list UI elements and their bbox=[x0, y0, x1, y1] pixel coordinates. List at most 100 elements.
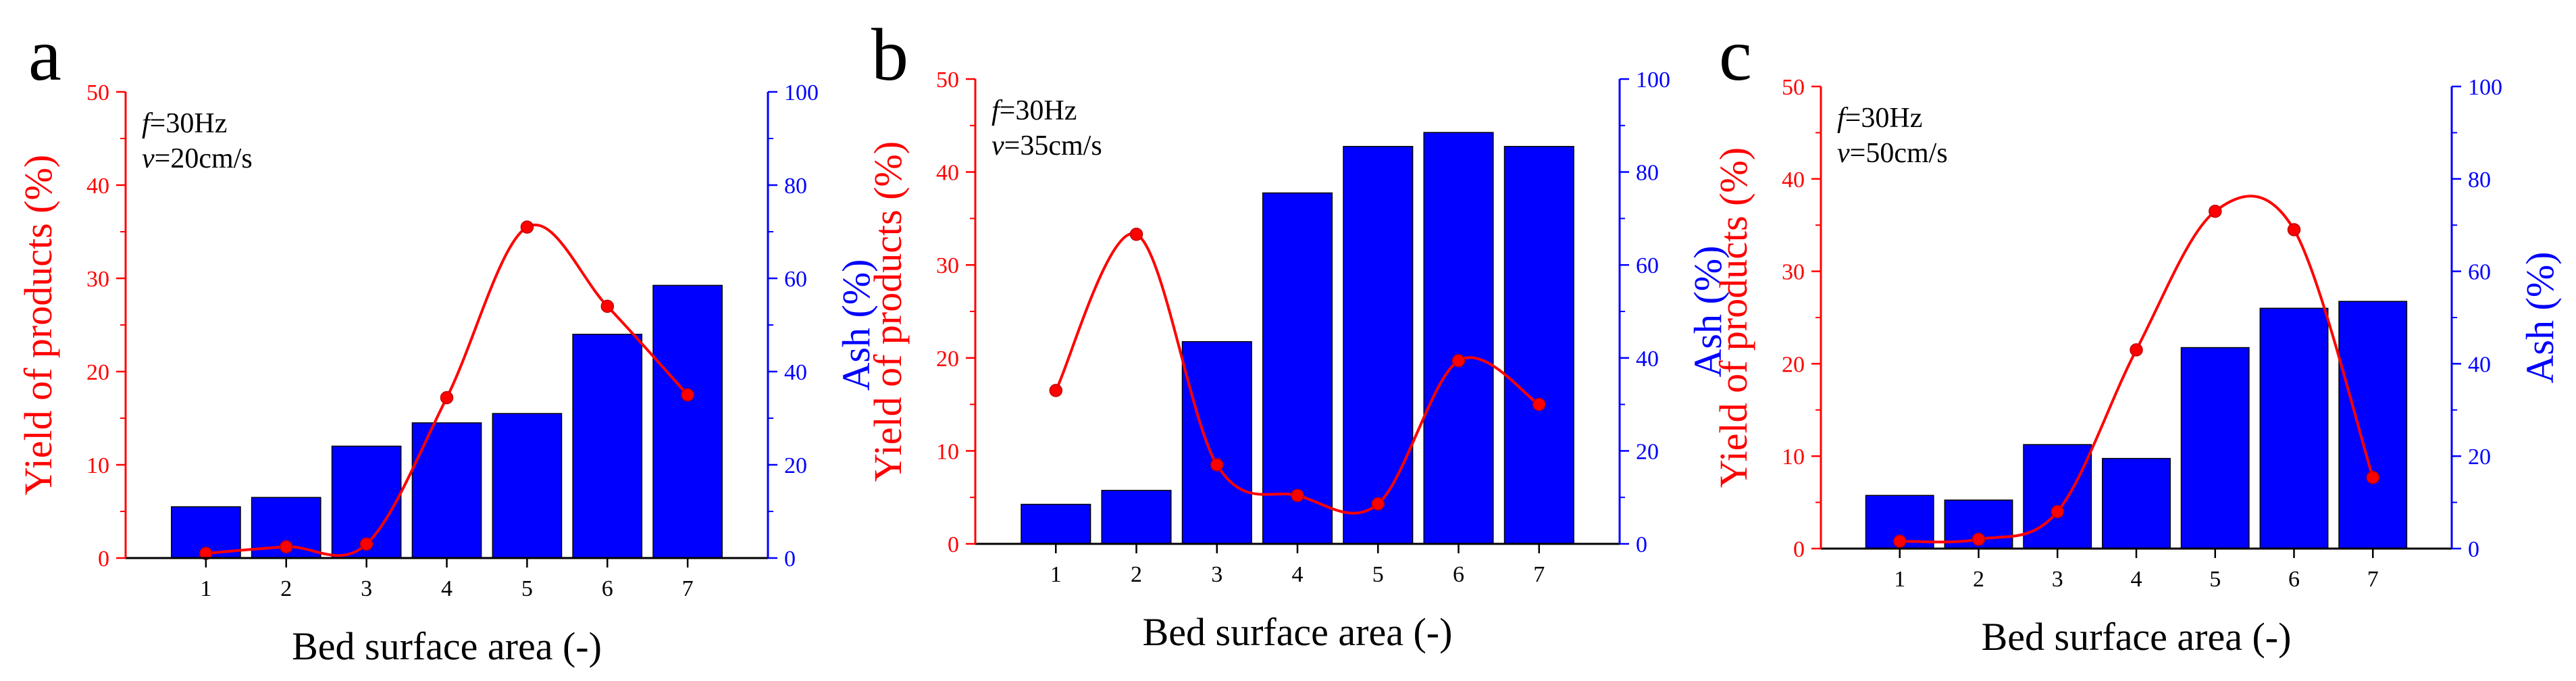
right-y-tick-label: 40 bbox=[784, 360, 807, 385]
x-tick-label: 6 bbox=[2288, 567, 2300, 592]
x-tick-label: 2 bbox=[280, 576, 292, 601]
x-tick-label: 4 bbox=[441, 576, 453, 601]
yield-line bbox=[1899, 195, 2375, 544]
data-point bbox=[520, 220, 534, 234]
x-tick-label: 1 bbox=[1894, 567, 1905, 592]
frequency-value: =30Hz bbox=[1845, 103, 1923, 134]
panel-letter: a bbox=[28, 14, 61, 96]
right-y-tick-label: 80 bbox=[2468, 168, 2491, 193]
bar bbox=[411, 422, 482, 559]
bar bbox=[2338, 301, 2408, 549]
velocity-value: =35cm/s bbox=[1004, 130, 1102, 161]
x-tick-label: 5 bbox=[1372, 562, 1384, 587]
bar bbox=[572, 334, 643, 559]
left-y-axis-title: Yield of products (%) bbox=[866, 141, 910, 482]
right-y-tick-label: 60 bbox=[2468, 260, 2491, 285]
x-axis-title: Bed surface area (-) bbox=[1143, 610, 1453, 654]
chart-panel-b: b 1 2 3 4 5 6 7 0 10 20 30 40 50 0 20 40 60 80 100 Bed surfa… bbox=[866, 14, 1730, 654]
data-point bbox=[440, 390, 454, 405]
bar bbox=[1423, 132, 1494, 545]
left-y-tick-label: 50 bbox=[936, 68, 959, 93]
bar bbox=[1262, 192, 1333, 545]
right-y-tick-label: 80 bbox=[1636, 161, 1659, 186]
data-point bbox=[2287, 223, 2301, 236]
x-tick-label: 2 bbox=[1973, 567, 1984, 592]
annotation-frequency: f=30Hz bbox=[991, 95, 1077, 126]
data-point bbox=[681, 388, 694, 402]
annotation-velocity: v=50cm/s bbox=[1837, 138, 1948, 169]
data-point bbox=[2130, 343, 2143, 357]
right-y-tick-label: 100 bbox=[2468, 75, 2502, 100]
data-point bbox=[2209, 204, 2222, 218]
x-tick-label: 7 bbox=[2367, 567, 2379, 592]
right-y-tick-label: 0 bbox=[784, 547, 796, 572]
chart-panel-c: c 1 2 3 4 5 6 7 0 10 20 30 40 50 0 20 40 60 80 100 Bed surfa… bbox=[1711, 14, 2562, 659]
left-y-tick-label: 40 bbox=[1782, 168, 1805, 193]
bar bbox=[652, 284, 723, 559]
bar bbox=[2259, 307, 2329, 549]
bar bbox=[2102, 457, 2171, 549]
x-tick-label: 3 bbox=[1211, 562, 1222, 587]
data-point bbox=[1451, 354, 1466, 368]
left-y-tick-label: 10 bbox=[86, 453, 109, 478]
frequency-value: =30Hz bbox=[150, 108, 228, 139]
bar bbox=[1503, 146, 1574, 545]
x-tick-label: 5 bbox=[521, 576, 533, 601]
right-y-axis-title: Ash (%) bbox=[834, 259, 878, 391]
left-y-axis-title: Yield of products (%) bbox=[16, 155, 60, 495]
x-tick-label: 6 bbox=[602, 576, 613, 601]
right-y-tick-label: 0 bbox=[1636, 532, 1647, 557]
annotation-frequency: f=30Hz bbox=[1837, 103, 1922, 134]
left-y-tick-label: 20 bbox=[86, 360, 109, 385]
left-y-tick-label: 40 bbox=[936, 161, 959, 186]
bar bbox=[2180, 347, 2250, 549]
bar bbox=[1181, 340, 1252, 545]
chart-panel-a: a 1 2 3 4 5 6 7 0 10 20 30 40 50 0 20 40 60 80 100 Bed surfa… bbox=[16, 14, 878, 668]
x-tick-label: 7 bbox=[1533, 562, 1545, 587]
bar bbox=[2023, 444, 2092, 549]
yield-points bbox=[1893, 204, 2380, 548]
right-y-tick-label: 60 bbox=[784, 267, 807, 292]
bar-series bbox=[1865, 301, 2408, 549]
annotation-velocity: v=35cm/s bbox=[991, 130, 1102, 161]
velocity-value: =20cm/s bbox=[155, 143, 253, 174]
data-point bbox=[1972, 532, 1986, 547]
right-y-tick-label: 20 bbox=[784, 453, 807, 478]
data-point bbox=[1893, 534, 1907, 548]
velocity-symbol: v bbox=[142, 143, 155, 174]
bar-series bbox=[171, 284, 723, 559]
bar bbox=[1101, 490, 1172, 545]
data-point bbox=[1129, 228, 1143, 241]
bar bbox=[492, 413, 563, 559]
velocity-symbol: v bbox=[1837, 138, 1850, 169]
left-y-tick-label: 0 bbox=[948, 532, 959, 557]
x-tick-label: 7 bbox=[682, 576, 694, 601]
velocity-value: =50cm/s bbox=[1850, 138, 1948, 169]
data-point bbox=[600, 299, 615, 313]
bar bbox=[331, 445, 402, 559]
left-y-tick-label: 10 bbox=[1782, 445, 1805, 470]
left-y-tick-label: 30 bbox=[1782, 260, 1805, 285]
left-y-tick-label: 30 bbox=[936, 253, 959, 278]
bar bbox=[1343, 146, 1414, 545]
annotation-velocity: v=20cm/s bbox=[142, 143, 253, 174]
data-point bbox=[280, 540, 293, 554]
data-point bbox=[1049, 384, 1063, 397]
right-y-tick-label: 100 bbox=[784, 80, 819, 105]
left-y-tick-label: 50 bbox=[86, 80, 109, 105]
right-y-tick-label: 0 bbox=[2468, 537, 2479, 562]
bar-series bbox=[1021, 132, 1574, 545]
velocity-symbol: v bbox=[991, 130, 1004, 161]
yield-points bbox=[1049, 228, 1546, 511]
x-tick-label: 2 bbox=[1131, 562, 1142, 587]
panel-letter: c bbox=[1719, 14, 1752, 96]
right-y-tick-label: 60 bbox=[1636, 253, 1659, 278]
right-y-tick-label: 20 bbox=[2468, 445, 2491, 470]
right-y-tick-label: 80 bbox=[784, 174, 807, 199]
data-point bbox=[1291, 488, 1304, 503]
right-y-tick-label: 40 bbox=[2468, 352, 2491, 377]
data-point bbox=[1532, 397, 1546, 411]
right-y-tick-label: 40 bbox=[1636, 347, 1659, 372]
right-y-tick-label: 100 bbox=[1636, 68, 1670, 93]
